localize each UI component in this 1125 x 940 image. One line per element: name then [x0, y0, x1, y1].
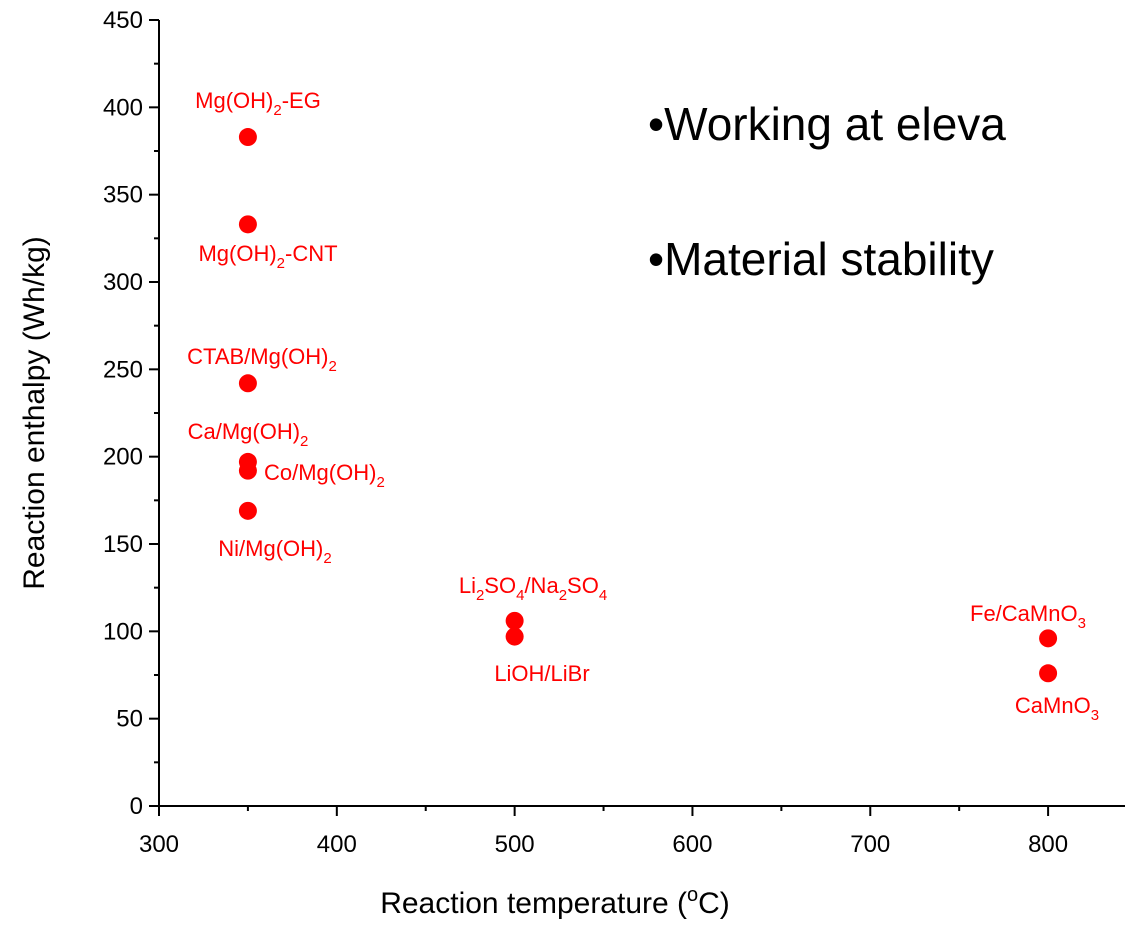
data-point [239, 374, 257, 392]
y-tick-label: 450 [103, 7, 143, 34]
point-label: Mg(OH)2-CNT [198, 241, 337, 272]
y-tick-label: 400 [103, 94, 143, 121]
point-label: Ca/Mg(OH)2 [188, 419, 309, 450]
y-tick-label: 200 [103, 444, 143, 471]
point-label: CaMnO3 [1015, 693, 1099, 724]
data-point [239, 462, 257, 480]
data-point [239, 502, 257, 520]
x-tick-label: 400 [317, 831, 357, 858]
data-point [1039, 629, 1057, 647]
y-tick-label: 350 [103, 182, 143, 209]
x-tick-label: 500 [495, 831, 535, 858]
x-tick-label: 600 [672, 831, 712, 858]
point-label: Co/Mg(OH)2 [264, 460, 385, 491]
point-label: LiOH/LiBr [494, 661, 589, 686]
data-point [239, 215, 257, 233]
data-point [506, 628, 524, 646]
y-tick-label: 100 [103, 618, 143, 645]
data-points [239, 128, 1057, 682]
point-label: Fe/CaMnO3 [970, 601, 1086, 632]
data-point [506, 612, 524, 630]
point-labels: Mg(OH)2-EG Mg(OH)2-CNT CTAB/Mg(OH)2 Ca/Mg(O… [187, 88, 1099, 724]
x-tick-label: 700 [850, 831, 890, 858]
bullet-material-stability: •Material stability [648, 233, 994, 285]
y-tick-label: 300 [103, 269, 143, 296]
y-tick-label: 0 [130, 793, 143, 820]
data-point [239, 128, 257, 146]
y-tick-label: 150 [103, 531, 143, 558]
bullet-working-elevated: •Working at eleva [648, 98, 1006, 150]
y-tick-label: 250 [103, 356, 143, 383]
point-label: Ni/Mg(OH)2 [218, 536, 331, 567]
point-label: Li2SO4/Na2SO4 [459, 573, 607, 604]
y-axis-title: Reaction enthalpy (Wh/kg) [18, 236, 51, 590]
data-point [1039, 664, 1057, 682]
x-tick-label: 300 [139, 831, 179, 858]
x-axis-title: Reaction temperature (oC) [380, 884, 730, 920]
x-tick-label: 800 [1028, 831, 1068, 858]
point-label: Mg(OH)2-EG [195, 88, 321, 119]
point-label: CTAB/Mg(OH)2 [187, 344, 337, 375]
y-tick-label: 50 [116, 706, 143, 733]
bullet-annotations: •Working at eleva •Material stability [648, 98, 1006, 285]
